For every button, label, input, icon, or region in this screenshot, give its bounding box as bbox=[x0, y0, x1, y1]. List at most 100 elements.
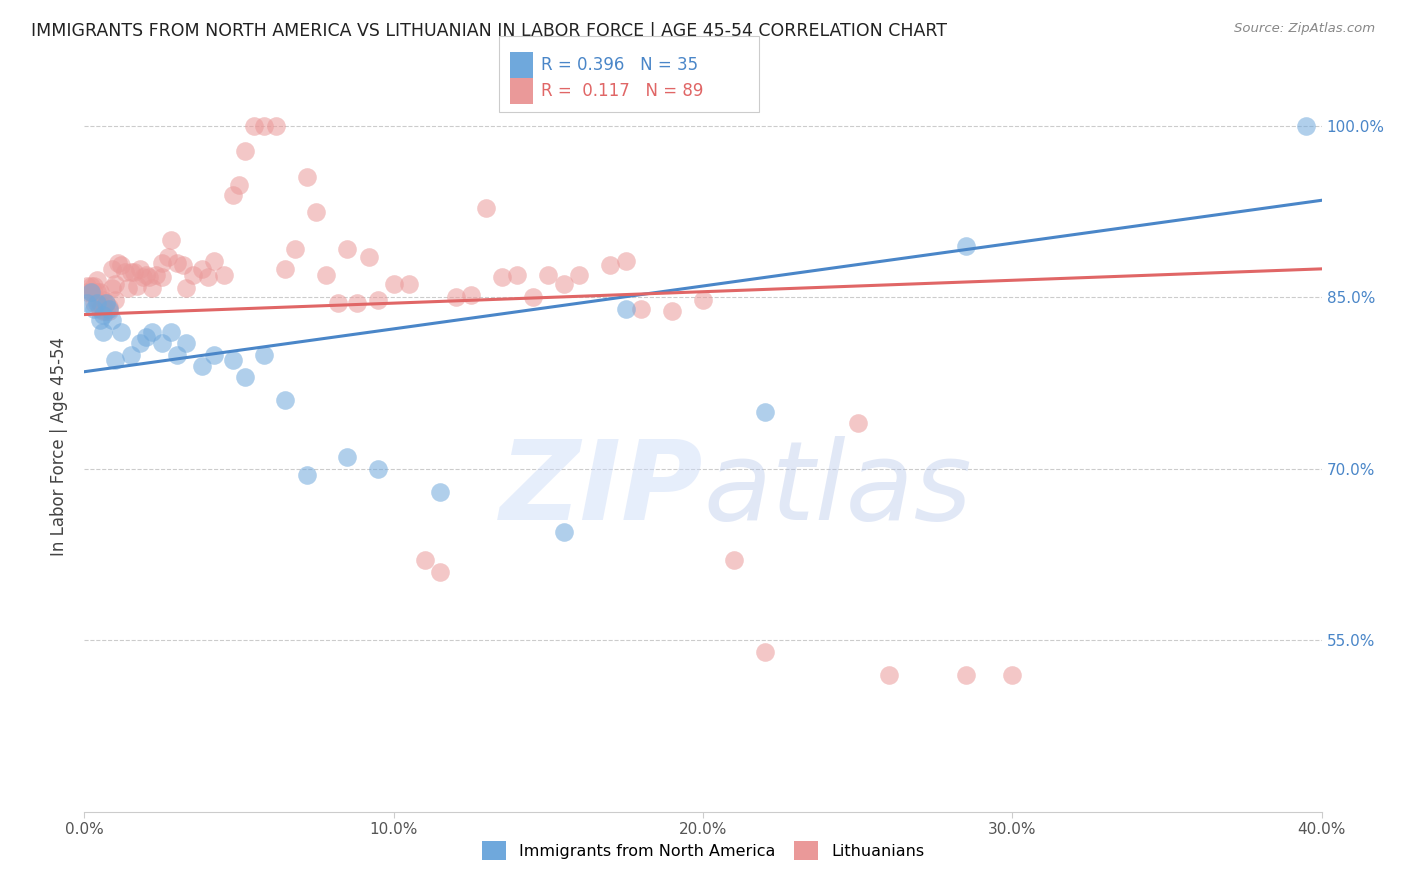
Point bbox=[537, 268, 560, 282]
Point bbox=[429, 565, 451, 579]
Text: R = 0.396   N = 35: R = 0.396 N = 35 bbox=[541, 56, 699, 74]
Point bbox=[367, 293, 389, 307]
Y-axis label: In Labor Force | Age 45-54: In Labor Force | Age 45-54 bbox=[51, 336, 69, 556]
Point bbox=[120, 347, 142, 362]
Point bbox=[91, 304, 114, 318]
Point bbox=[274, 393, 297, 408]
Text: Source: ZipAtlas.com: Source: ZipAtlas.com bbox=[1234, 22, 1375, 36]
Point bbox=[429, 484, 451, 499]
Point bbox=[135, 330, 157, 344]
Point bbox=[955, 239, 977, 253]
Point bbox=[101, 281, 124, 295]
Point bbox=[955, 667, 977, 681]
Point bbox=[166, 256, 188, 270]
Point bbox=[336, 243, 359, 257]
Point bbox=[94, 304, 117, 318]
Point bbox=[197, 269, 219, 284]
Point bbox=[315, 268, 337, 282]
Point bbox=[79, 285, 101, 299]
Point bbox=[614, 253, 637, 268]
Point bbox=[98, 300, 121, 314]
Point bbox=[367, 462, 389, 476]
Point bbox=[150, 269, 173, 284]
Point bbox=[336, 450, 359, 465]
Text: ZIP: ZIP bbox=[499, 436, 703, 543]
Point bbox=[295, 467, 318, 482]
Point bbox=[101, 261, 124, 276]
Point bbox=[91, 308, 114, 322]
Point bbox=[444, 290, 467, 304]
Point bbox=[94, 296, 117, 310]
Point bbox=[110, 259, 132, 273]
Point bbox=[176, 281, 198, 295]
Legend: Immigrants from North America, Lithuanians: Immigrants from North America, Lithuania… bbox=[475, 835, 931, 866]
Point bbox=[222, 353, 245, 368]
Point bbox=[284, 243, 307, 257]
Point bbox=[398, 277, 420, 291]
Point bbox=[160, 325, 183, 339]
Point bbox=[413, 553, 436, 567]
Point bbox=[614, 301, 637, 316]
Point bbox=[86, 273, 108, 287]
Point bbox=[253, 119, 276, 133]
Point bbox=[346, 296, 368, 310]
Point bbox=[145, 268, 167, 282]
Point bbox=[191, 359, 214, 373]
Point bbox=[305, 204, 328, 219]
Point bbox=[120, 265, 142, 279]
Point bbox=[382, 277, 405, 291]
Point bbox=[233, 144, 256, 158]
Point bbox=[141, 281, 163, 295]
Point bbox=[233, 370, 256, 384]
Point bbox=[692, 293, 714, 307]
Text: R =  0.117   N = 89: R = 0.117 N = 89 bbox=[541, 82, 703, 100]
Point bbox=[156, 251, 179, 265]
Point bbox=[191, 261, 214, 276]
Point bbox=[1295, 119, 1317, 133]
Point bbox=[326, 296, 349, 310]
Point bbox=[846, 416, 869, 430]
Point bbox=[599, 259, 621, 273]
Point bbox=[122, 265, 145, 279]
Point bbox=[132, 269, 155, 284]
Point bbox=[150, 336, 173, 351]
Point bbox=[86, 285, 108, 299]
Point bbox=[76, 285, 98, 299]
Point bbox=[1001, 667, 1024, 681]
Point bbox=[83, 296, 105, 310]
Point bbox=[243, 119, 266, 133]
Point bbox=[89, 301, 111, 316]
Point bbox=[89, 313, 111, 327]
Point bbox=[553, 524, 575, 539]
Point bbox=[129, 261, 152, 276]
Point bbox=[754, 405, 776, 419]
Point bbox=[125, 279, 148, 293]
Point bbox=[110, 325, 132, 339]
Point bbox=[89, 296, 111, 310]
Point bbox=[228, 178, 250, 193]
Point bbox=[160, 233, 183, 247]
Point bbox=[253, 347, 276, 362]
Text: atlas: atlas bbox=[703, 436, 972, 543]
Point bbox=[475, 202, 498, 216]
Point bbox=[141, 325, 163, 339]
Point bbox=[86, 296, 108, 310]
Point bbox=[460, 288, 482, 302]
Point bbox=[117, 281, 139, 295]
Point bbox=[166, 347, 188, 362]
Point bbox=[877, 667, 900, 681]
Point bbox=[491, 269, 513, 284]
Point bbox=[630, 301, 652, 316]
Point bbox=[76, 296, 98, 310]
Text: IMMIGRANTS FROM NORTH AMERICA VS LITHUANIAN IN LABOR FORCE | AGE 45-54 CORRELATI: IMMIGRANTS FROM NORTH AMERICA VS LITHUAN… bbox=[31, 22, 946, 40]
Point bbox=[202, 253, 225, 268]
Point bbox=[104, 353, 127, 368]
Point bbox=[357, 251, 380, 265]
Point bbox=[91, 293, 114, 307]
Point bbox=[135, 268, 157, 282]
Point bbox=[176, 336, 198, 351]
Point bbox=[79, 279, 101, 293]
Point bbox=[150, 256, 173, 270]
Point bbox=[172, 259, 194, 273]
Point bbox=[89, 285, 111, 299]
